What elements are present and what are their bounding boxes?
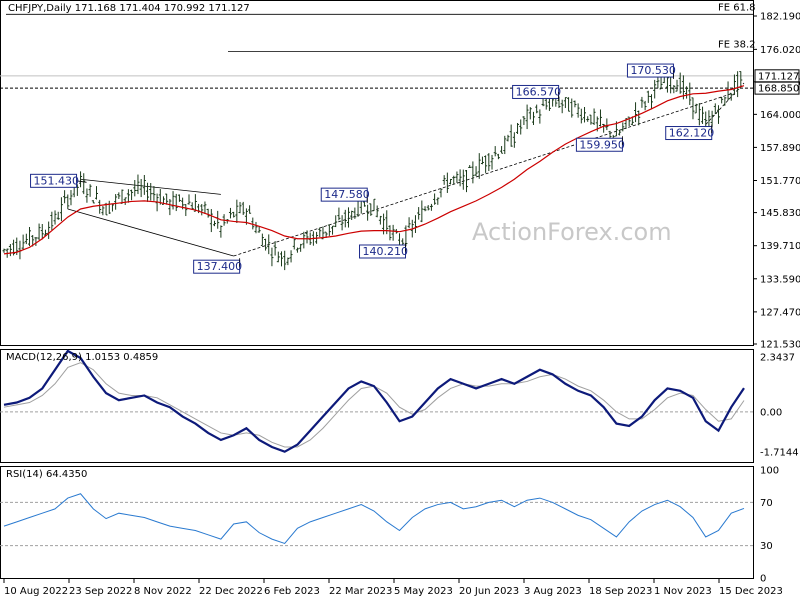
price-annotation-label: 147.580 (324, 188, 370, 201)
macd-panel-frame (0, 349, 754, 463)
x-tick-label: 3 Aug 2023 (524, 586, 582, 597)
price-annotation-leader (76, 180, 87, 183)
rsi-title: RSI(14) 64.4350 (6, 469, 87, 480)
price-tick-label: 127.470 (760, 307, 800, 318)
wedge-lower-line (67, 208, 234, 257)
price-annotation-label: 166.570 (516, 85, 562, 98)
price-tick-label: 139.710 (760, 241, 800, 252)
x-tick-label: 15 Dec 2023 (719, 586, 783, 597)
price-annotation-label: 170.530 (630, 64, 676, 77)
rsi-panel-frame (0, 466, 754, 579)
price-annotation-label: 159.950 (579, 138, 625, 151)
fib-label: FE 38.2 (718, 40, 756, 51)
price-tick-label: 164.000 (760, 110, 800, 121)
x-tick-label: 22 Dec 2022 (199, 586, 263, 597)
price-tick-label: 157.890 (760, 143, 800, 154)
macd-layer (0, 349, 753, 453)
rsi-tick-label: 100 (760, 466, 779, 477)
price-tick-label: 151.770 (760, 176, 800, 187)
x-tick-label: 20 Jun 2023 (459, 586, 519, 597)
macd-title: MACD(12,26,9) 1.0153 0.4859 (6, 352, 158, 363)
price-annotation-label: 162.120 (669, 127, 715, 140)
rsi-tick-label: 0 (760, 574, 766, 585)
macd-tick-label: -1.7144 (760, 448, 799, 459)
macd-tick-label: 2.3437 (760, 353, 795, 364)
x-tick-label: 5 May 2023 (394, 586, 453, 597)
rsi-tick-label: 70 (760, 498, 773, 509)
price-annotation-label: 137.400 (197, 260, 243, 273)
price-annotation-label: 151.430 (34, 174, 80, 187)
price-tick-label: 176.020 (760, 45, 800, 56)
pivot-price-label: 168.850 (758, 84, 799, 95)
pivot-price-tag (754, 81, 800, 95)
macd-tick-label: 0.00 (760, 407, 782, 418)
price-panel-frame (0, 0, 754, 346)
last-price-label: 171.127 (758, 71, 799, 82)
rsi-layer (0, 493, 753, 547)
chart-title: CHFJPY,Daily 171.168 171.404 170.992 171… (8, 3, 250, 14)
price-annotation-label: 140.210 (363, 245, 409, 258)
macd-line (3, 349, 745, 453)
price-tick-label: 145.830 (760, 208, 800, 219)
rising-trendline (233, 93, 732, 257)
price-layer: FE 61.8 FE 38.2 151.430 137.400 147.580 140.2… (0, 2, 756, 274)
price-tick-label: 182.190 (760, 12, 800, 23)
fib-label: FE 61.8 (718, 2, 756, 13)
rsi-tick-label: 30 (760, 541, 773, 552)
watermark: ActionForex.com (472, 218, 672, 246)
x-tick-label: 22 Mar 2023 (329, 586, 392, 597)
moving-average-line (3, 85, 745, 255)
price-tick-label: 133.590 (760, 274, 800, 285)
price-tick-label: 121.530 (760, 340, 800, 351)
axis-layer: 182.190176.020170.015164.000157.890151.7… (3, 12, 800, 597)
x-tick-label: 1 Nov 2023 (654, 586, 712, 597)
x-tick-label: 18 Sep 2023 (589, 586, 652, 597)
x-tick-label: 8 Nov 2022 (134, 586, 192, 597)
rsi-line (3, 493, 745, 545)
x-tick-label: 6 Feb 2023 (264, 586, 320, 597)
x-tick-label: 23 Sep 2022 (69, 586, 132, 597)
x-tick-label: 10 Aug 2022 (4, 586, 68, 597)
